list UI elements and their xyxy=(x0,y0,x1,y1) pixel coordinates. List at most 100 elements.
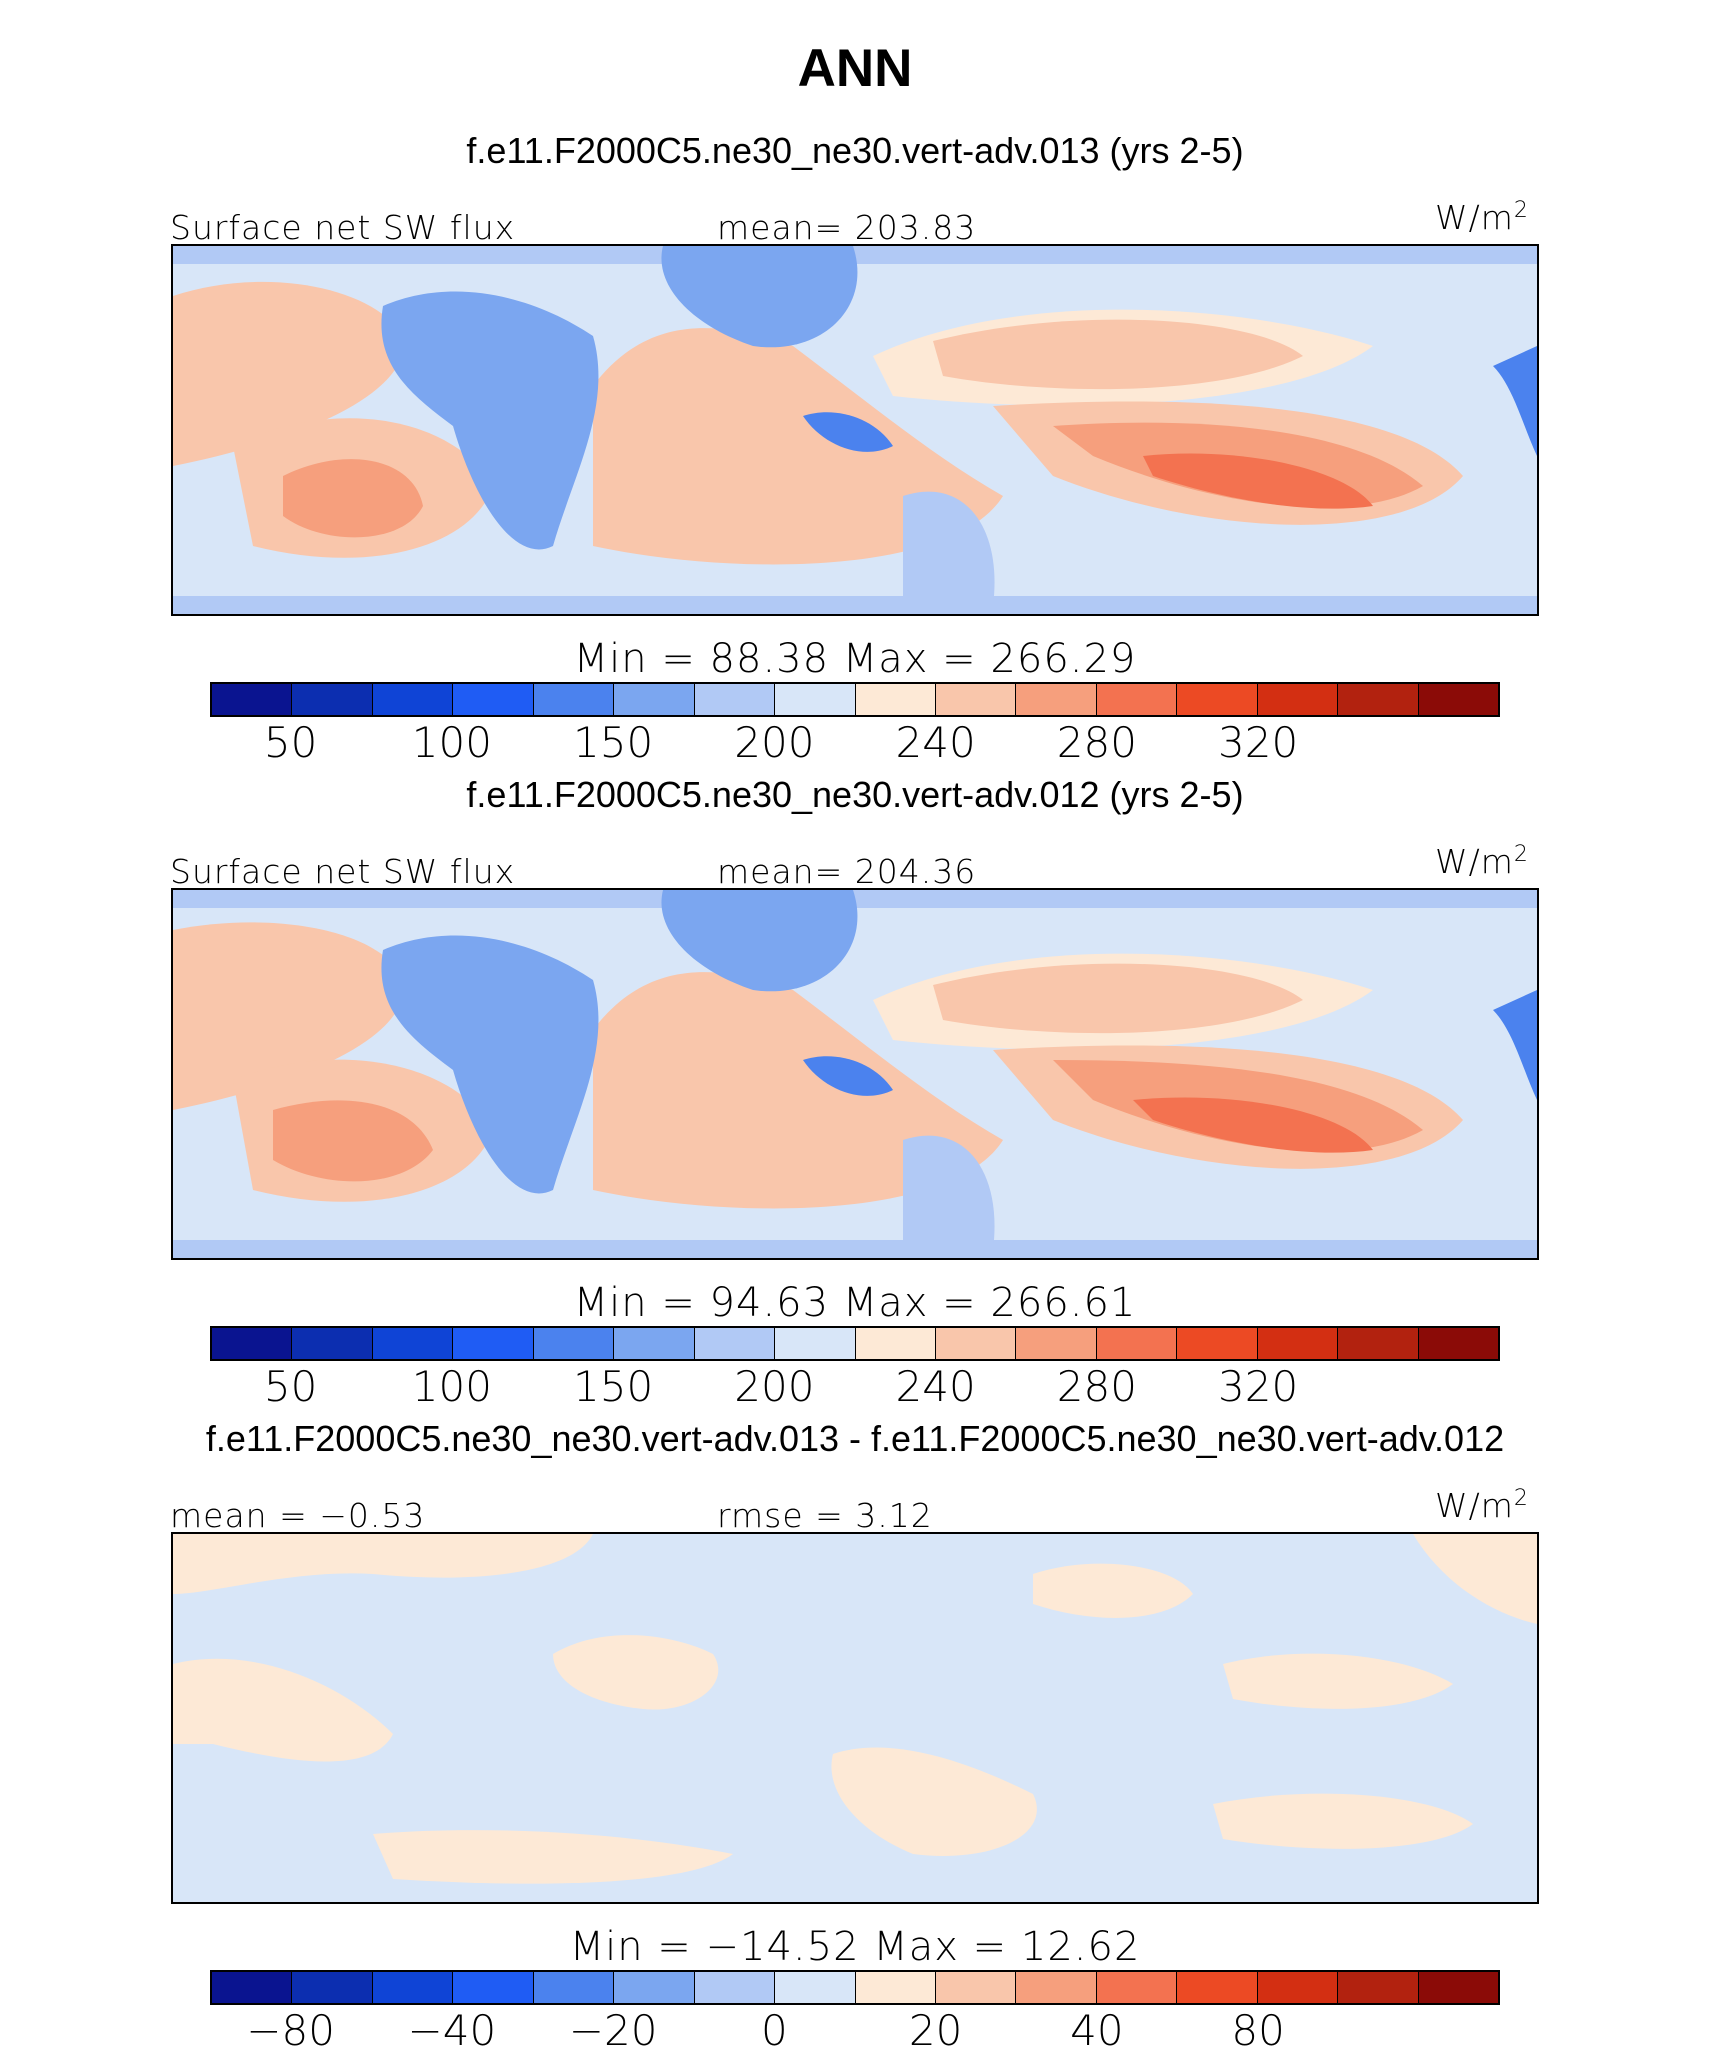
colorbar-swatch xyxy=(1016,1972,1097,2003)
panel-1-variable-label: Surface net SW flux xyxy=(170,208,516,247)
panel-3-title: f.e11.F2000C5.ne30_ne30.vert-adv.013 - f… xyxy=(205,1418,1505,1459)
panel-2-indian-warm xyxy=(593,972,1003,1209)
colorbar-swatch xyxy=(1418,684,1498,715)
units-exponent: 2 xyxy=(1513,1486,1529,1511)
panel-2-atlantic-south-core xyxy=(273,1100,433,1182)
panel-3-rmse-label: rmse = 3.12 xyxy=(717,1496,933,1535)
panel-2-south-band xyxy=(173,1240,1537,1258)
panel-1-indian-warm xyxy=(593,328,1003,565)
colorbar-swatch xyxy=(292,1328,373,1359)
colorbar-tick-label: 320 xyxy=(1218,1362,1299,1411)
colorbar-swatch xyxy=(614,1972,695,2003)
colorbar-swatch xyxy=(1257,1328,1339,1359)
colorbar-swatch xyxy=(292,1972,373,2003)
colorbar-tick-label: −40 xyxy=(407,2006,497,2055)
colorbar-swatch xyxy=(453,1328,534,1359)
colorbar-swatch xyxy=(1096,1972,1178,2003)
colorbar-tick-label: 0 xyxy=(761,2006,788,2055)
colorbar-swatch xyxy=(855,684,936,715)
colorbar-swatch xyxy=(935,684,1017,715)
panel-2-variable-label: Surface net SW flux xyxy=(170,852,516,891)
panel-1-pacific-north-warm xyxy=(933,319,1303,390)
panel-2-pacific-south-core xyxy=(1133,1097,1373,1153)
colorbar-swatch xyxy=(372,1972,454,2003)
panel-2-colorbar xyxy=(210,1326,1500,1361)
colorbar-tick-label: 40 xyxy=(1070,2006,1124,2055)
panel-1-units-label: W/m2 xyxy=(1435,198,1529,237)
colorbar-tick-label: 150 xyxy=(573,718,654,767)
colorbar-swatch xyxy=(1338,1328,1419,1359)
panel-2-mean-label: mean= 204.36 xyxy=(717,852,977,891)
panel-1-atlantic-north-warm xyxy=(173,281,404,466)
panel-1-asia-cool xyxy=(661,246,858,348)
colorbar-swatch xyxy=(775,684,856,715)
colorbar-swatch xyxy=(935,1328,1017,1359)
units-exponent: 2 xyxy=(1513,842,1529,867)
panel-2-maritime-cool xyxy=(803,1056,893,1096)
panel-3-atlantic-positive xyxy=(173,1658,393,1762)
panel-1-atlantic-south-core xyxy=(283,459,423,538)
panel-3-mean-label: mean = −0.53 xyxy=(170,1496,426,1535)
colorbar-tick-label: 200 xyxy=(734,1362,815,1411)
colorbar-swatch xyxy=(1096,684,1178,715)
colorbar-tick-label: 80 xyxy=(1231,2006,1285,2055)
colorbar-swatch xyxy=(855,1328,936,1359)
colorbar-swatch xyxy=(775,1328,856,1359)
panel-2-units-label: W/m2 xyxy=(1435,842,1529,881)
panel-1-south-band xyxy=(173,596,1537,614)
colorbar-tick-label: 150 xyxy=(573,1362,654,1411)
colorbar-tick-label: 50 xyxy=(263,718,318,767)
colorbar-swatch xyxy=(372,684,454,715)
colorbar-tick-label: 320 xyxy=(1218,718,1299,767)
colorbar-swatch xyxy=(1016,1328,1097,1359)
colorbar-swatch xyxy=(1418,1972,1498,2003)
colorbar-swatch xyxy=(614,684,695,715)
panel-3-east-positive xyxy=(1413,1534,1537,1624)
panel-1-colorbar xyxy=(210,682,1500,717)
colorbar-swatch xyxy=(533,1328,615,1359)
colorbar-tick-label: 20 xyxy=(908,2006,963,2055)
panel-3-south-positive xyxy=(373,1830,733,1884)
colorbar-swatch xyxy=(855,1972,936,2003)
colorbar-tick-label: −20 xyxy=(568,2006,658,2055)
colorbar-swatch xyxy=(212,1972,293,2003)
colorbar-tick-label: 280 xyxy=(1056,718,1137,767)
panel-1-colorbar-ticks: 50 100 150 200 240 280 320 xyxy=(210,718,1500,770)
panel-2-australia-cool xyxy=(903,1135,995,1250)
panel-1-title: f.e11.F2000C5.ne30_ne30.vert-adv.013 (yr… xyxy=(466,130,1244,171)
colorbar-tick-label: 100 xyxy=(411,1362,492,1411)
figure-title: ANN xyxy=(797,39,913,98)
colorbar-tick-label: 50 xyxy=(263,1362,318,1411)
colorbar-tick-label: 240 xyxy=(895,1362,976,1411)
panel-3-australia-positive xyxy=(831,1747,1037,1856)
colorbar-tick-label: 200 xyxy=(734,718,815,767)
colorbar-swatch xyxy=(1257,1972,1339,2003)
panel-3-pacific-mid-positive xyxy=(1223,1653,1453,1709)
panel-3-pacific-south-positive xyxy=(1213,1793,1473,1849)
panel-3-colorbar-ticks: −80 −40 −20 0 20 40 80 xyxy=(210,2006,1500,2058)
colorbar-swatch xyxy=(453,684,534,715)
panel-3-field xyxy=(173,1534,1537,1902)
panel-1-africa-cool xyxy=(381,291,599,550)
colorbar-swatch xyxy=(1016,684,1097,715)
panel-3-map xyxy=(171,1532,1539,1904)
panel-2-field xyxy=(173,890,1537,1258)
colorbar-swatch xyxy=(1096,1328,1178,1359)
panel-1-mean-label: mean= 203.83 xyxy=(717,208,977,247)
colorbar-swatch xyxy=(1418,1328,1498,1359)
colorbar-tick-label: −80 xyxy=(246,2006,335,2055)
panel-1-map xyxy=(171,244,1539,616)
panel-3-units-label: W/m2 xyxy=(1435,1486,1529,1525)
panel-1-australia-cool xyxy=(903,491,995,606)
panel-2-atlantic-north-warm xyxy=(173,922,404,1110)
panel-3-pacific-north-positive xyxy=(1033,1563,1193,1618)
colorbar-swatch xyxy=(1177,1972,1258,2003)
panel-1-americas-cool xyxy=(1493,346,1537,456)
colorbar-swatch xyxy=(1257,684,1339,715)
colorbar-swatch xyxy=(694,1972,776,2003)
panel-2-americas-cool xyxy=(1493,990,1537,1100)
colorbar-swatch xyxy=(533,1972,615,2003)
panel-2-title: f.e11.F2000C5.ne30_ne30.vert-adv.012 (yr… xyxy=(466,774,1244,815)
panel-1-pacific-south-core xyxy=(1143,453,1373,509)
panel-3-colorbar xyxy=(210,1970,1500,2005)
